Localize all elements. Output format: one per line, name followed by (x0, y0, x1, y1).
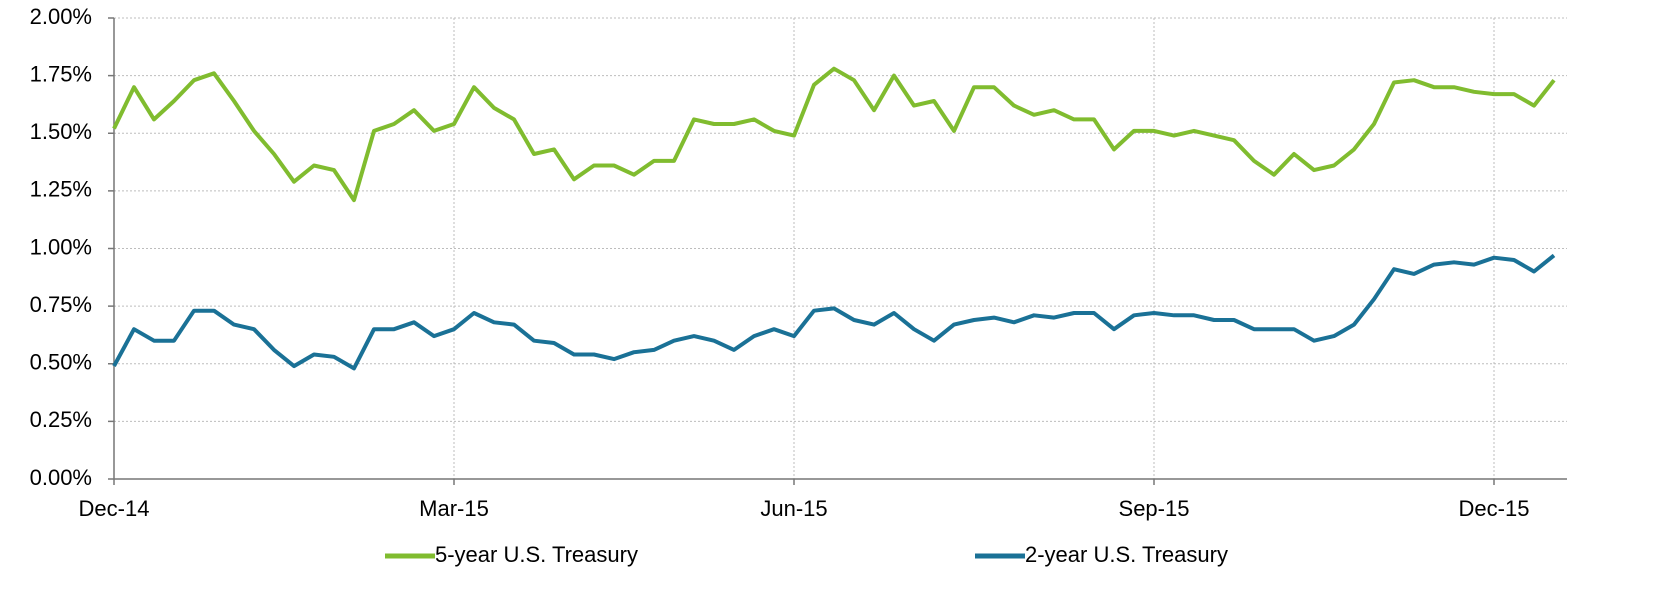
legend-label: 2-year U.S. Treasury (1025, 542, 1228, 567)
x-tick-label: Jun-15 (760, 496, 827, 521)
y-tick-label: 0.75% (30, 292, 92, 317)
y-tick-label: 0.25% (30, 407, 92, 432)
x-tick-label: Mar-15 (419, 496, 489, 521)
y-tick-label: 1.50% (30, 119, 92, 144)
y-tick-label: 1.00% (30, 234, 92, 259)
x-tick-label: Dec-14 (79, 496, 150, 521)
line-series (112, 253, 1556, 371)
legend-label: 5-year U.S. Treasury (435, 542, 638, 567)
y-tick-label: 0.00% (30, 465, 92, 490)
y-tick-label: 1.25% (30, 177, 92, 202)
y-tick-label: 2.00% (30, 4, 92, 29)
line-series (112, 66, 1556, 203)
y-tick-label: 1.75% (30, 61, 92, 86)
y-tick-label: 0.50% (30, 350, 92, 375)
x-tick-label: Dec-15 (1459, 496, 1530, 521)
x-tick-label: Sep-15 (1119, 496, 1190, 521)
